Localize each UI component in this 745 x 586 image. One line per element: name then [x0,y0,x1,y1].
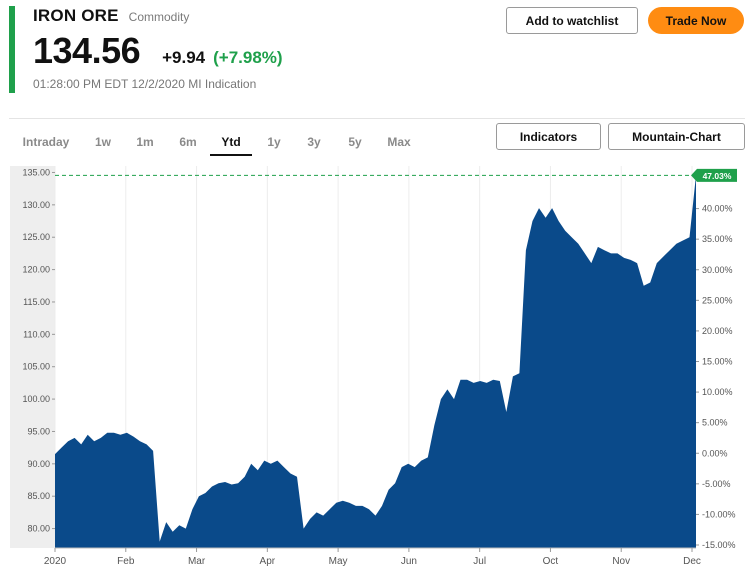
tab-1y[interactable]: 1y [267,135,281,149]
last-value-badge: 47.03% [691,168,737,182]
x-axis: 2020 Feb Mar Apr May Jun Jul Oct Nov Dec [44,547,701,567]
y-axis-right: 45.00%40.00%35.00%30.00%25.00%20.00%15.0… [696,173,736,550]
y-tick-label: 100.00 [22,394,50,404]
y-right-tick-label: 40.00% [702,204,733,214]
y-tick-label: 125.00 [22,232,50,242]
tab-intraday[interactable]: Intraday [22,135,70,149]
y-right-tick-label: 15.00% [702,357,733,367]
instrument-heading: IRON ORE Commodity [33,6,189,26]
y-tick-label: 90.00 [27,459,50,469]
tab-1w[interactable]: 1w [94,135,111,149]
y-tick-label: 130.00 [22,200,50,210]
tab-max[interactable]: Max [387,135,411,149]
x-tick-label: May [329,556,348,567]
x-tick-label: Dec [683,556,701,567]
y-right-tick-label: 10.00% [702,387,733,397]
price-area [55,175,696,549]
time-range-tabs: Intraday 1w 1m 6m Ytd 1y 3y 5y Max [10,128,420,156]
y-tick-label: 85.00 [27,491,50,501]
asset-type-label: Commodity [128,10,190,24]
y-right-tick-label: 20.00% [702,326,733,336]
price-row: 134.56 +9.94 (+7.98%) [33,30,283,72]
chart-type-button[interactable]: Mountain-Chart [608,123,745,150]
y-right-tick-label: -15.00% [702,540,736,550]
tab-1m[interactable]: 1m [136,135,154,149]
tab-6m[interactable]: 6m [179,135,197,149]
y-right-tick-label: -5.00% [702,479,731,489]
last-value-badge-shape [691,168,737,182]
last-value-badge-label: 47.03% [703,171,732,181]
x-tick-label: Apr [260,556,276,567]
y-right-tick-label: 0.00% [702,448,728,458]
x-tick-label: Nov [612,556,630,567]
instrument-symbol: IRON ORE [33,6,119,25]
y-tick-label: 80.00 [27,524,50,534]
y-axis-left: 135.00 130.00 125.00 120.00 115.00 110.00 105.… [22,167,55,534]
x-tick-label: 2020 [44,556,67,567]
y-right-tick-label: 25.00% [702,295,733,305]
x-tick-label: Jun [401,556,417,567]
y-right-tick-label: -10.00% [702,509,736,519]
tab-ytd[interactable]: Ytd [210,128,252,156]
trade-now-button[interactable]: Trade Now [648,7,744,34]
y-axis-panel [10,166,55,548]
price-change: +9.94 [162,48,206,67]
accent-bar [9,6,15,93]
add-to-watchlist-button[interactable]: Add to watchlist [506,7,638,34]
x-tick-label: Mar [188,556,206,567]
y-tick-label: 115.00 [23,297,50,307]
x-tick-label: Jul [473,556,486,567]
header-divider [9,118,745,119]
last-price: 134.56 [33,30,141,71]
y-right-tick-label: 30.00% [702,265,733,275]
y-tick-label: 135.00 [22,167,50,177]
quote-timestamp: 01:28:00 PM EDT 12/2/2020 MI Indication [33,77,257,91]
tab-5y[interactable]: 5y [348,135,362,149]
y-tick-label: 105.00 [22,362,50,372]
price-change-percent: (+7.98%) [213,48,283,67]
y-tick-label: 120.00 [22,265,50,275]
x-tick-label: Oct [543,556,559,567]
y-tick-label: 110.00 [23,329,50,339]
price-chart[interactable]: 135.00 130.00 125.00 120.00 115.00 110.00 105.… [0,160,745,586]
indicators-button[interactable]: Indicators [496,123,601,150]
y-tick-label: 95.00 [27,426,50,436]
y-right-tick-label: 35.00% [702,234,733,244]
y-right-tick-label: 5.00% [702,418,728,428]
tab-3y[interactable]: 3y [307,135,321,149]
x-tick-label: Feb [117,556,135,567]
